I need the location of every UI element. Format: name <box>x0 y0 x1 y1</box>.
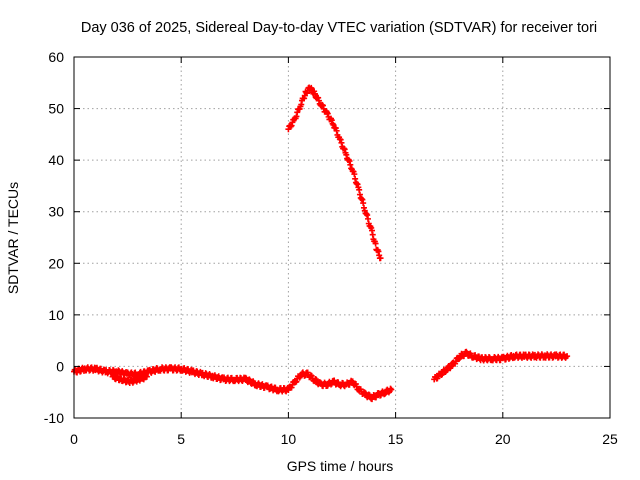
data-point <box>381 390 388 397</box>
y-tick-label: 30 <box>48 204 64 220</box>
data-point <box>294 109 301 116</box>
y-axis: -10 0 10 20 30 40 50 60 <box>44 49 610 426</box>
data-point <box>324 110 331 117</box>
data-point <box>287 123 294 130</box>
data-point <box>360 200 367 207</box>
data-point <box>328 117 335 124</box>
series-3 <box>431 348 571 383</box>
data-point <box>372 240 379 247</box>
data-point <box>352 175 359 182</box>
y-tick-label: 20 <box>48 255 64 271</box>
y-tick-label: 60 <box>48 49 64 65</box>
data-point <box>315 97 322 104</box>
data-point <box>319 102 326 109</box>
data-point <box>338 139 345 146</box>
y-tick-label: 0 <box>56 358 64 374</box>
data-point <box>356 191 363 198</box>
data-point <box>359 196 366 203</box>
data-point <box>313 377 320 384</box>
series-0 <box>71 364 395 403</box>
y-tick-label: 40 <box>48 152 64 168</box>
data-point <box>346 158 353 165</box>
data-point <box>341 146 348 153</box>
chart-title: Day 036 of 2025, Sidereal Day-to-day VTE… <box>81 20 597 36</box>
data-point <box>343 151 350 158</box>
data-point <box>364 215 371 222</box>
data-point <box>456 355 463 362</box>
x-axis: 0 5 10 15 20 25 <box>70 57 618 447</box>
data-point <box>347 161 354 168</box>
x-tick-label: 15 <box>388 431 404 447</box>
data-point <box>351 171 358 178</box>
data-point <box>388 386 395 393</box>
y-tick-label: -10 <box>44 410 64 426</box>
data-point <box>564 353 571 360</box>
data-point <box>353 383 360 390</box>
data-point <box>377 255 384 262</box>
x-tick-label: 5 <box>177 431 185 447</box>
data-point <box>288 122 295 129</box>
plot-frame <box>73 56 611 419</box>
data-point <box>143 373 150 380</box>
data-point <box>340 145 347 152</box>
data-point <box>311 90 318 97</box>
x-axis-label: GPS time / hours <box>287 458 394 474</box>
x-tick-label: 20 <box>495 431 511 447</box>
data-point <box>358 195 365 202</box>
data-point <box>356 186 363 193</box>
data-point <box>364 212 371 219</box>
data-point <box>337 136 344 143</box>
y-tick-label: 10 <box>48 307 64 323</box>
data-point <box>354 181 361 188</box>
x-tick-label: 0 <box>70 431 78 447</box>
data-point <box>315 94 322 101</box>
data-point <box>293 378 300 385</box>
data-point <box>293 113 300 120</box>
data-point <box>363 210 370 217</box>
y-tick-label: 50 <box>48 101 64 117</box>
series-2 <box>285 84 384 262</box>
data-point <box>333 127 340 134</box>
data-point <box>360 204 367 211</box>
x-tick-label: 10 <box>281 431 297 447</box>
series-1 <box>109 372 150 386</box>
grid <box>74 57 610 418</box>
y-axis-label: SDTVAR / TECUs <box>5 182 21 294</box>
data-point <box>312 376 319 383</box>
data-point <box>323 109 330 116</box>
data-point <box>387 385 394 392</box>
x-tick-label: 25 <box>602 431 618 447</box>
data-marks <box>71 84 571 403</box>
